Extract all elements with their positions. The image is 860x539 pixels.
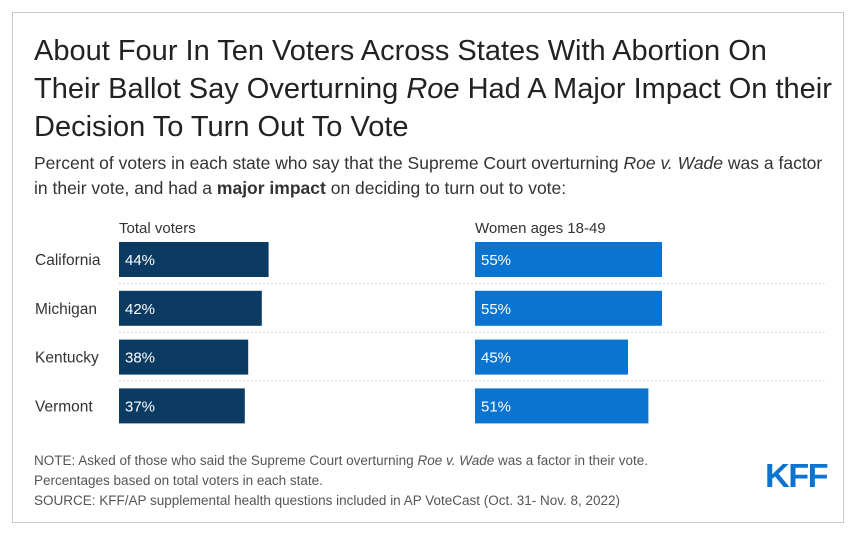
category-label-vermont: Vermont xyxy=(35,398,93,415)
data-label-women-18-49-california: 55% xyxy=(481,252,511,269)
data-label-total-voters-kentucky: 38% xyxy=(125,350,155,367)
note-line-2: Percentages based on total voters in eac… xyxy=(34,473,323,488)
bar-women-18-49-vermont xyxy=(475,388,649,424)
source-line: SOURCE: KFF/AP supplemental health quest… xyxy=(34,493,621,508)
data-label-total-voters-michigan: 42% xyxy=(125,301,155,318)
chart-title: About Four In Ten Voters Across States W… xyxy=(34,35,832,143)
bar-total-voters-kentucky xyxy=(119,339,249,375)
bar-women-18-49-california xyxy=(475,242,662,277)
bar-total-voters-michigan xyxy=(119,290,262,326)
bar-total-voters-vermont xyxy=(119,388,245,424)
category-label-california: California xyxy=(35,252,101,269)
data-label-women-18-49-kentucky: 45% xyxy=(481,350,511,367)
bar-women-18-49-kentucky xyxy=(475,339,628,375)
chart-notes: NOTE: Asked of those who said the Suprem… xyxy=(34,451,714,511)
bar-women-18-49-michigan xyxy=(475,290,662,326)
category-label-kentucky: Kentucky xyxy=(35,350,99,367)
series-header-women-18-49: Women ages 18-49 xyxy=(475,220,606,237)
data-label-women-18-49-vermont: 51% xyxy=(481,398,511,415)
note-line: NOTE: Asked of those who said the Suprem… xyxy=(34,453,649,468)
bar-chart: Total voters Women ages 18-49 California 44… xyxy=(35,220,826,424)
chart-subtitle: Percent of voters in each state who say … xyxy=(34,153,823,198)
kff-logo: KFF xyxy=(765,459,829,491)
bar-total-voters-california xyxy=(119,242,269,277)
kff-logo-text: KFF xyxy=(765,459,827,491)
chart-frame xyxy=(12,12,844,523)
data-label-total-voters-california: 44% xyxy=(125,252,155,269)
series-header-total-voters: Total voters xyxy=(119,220,196,237)
category-label-michigan: Michigan xyxy=(35,301,97,318)
data-label-total-voters-vermont: 37% xyxy=(125,398,155,415)
data-label-women-18-49-michigan: 55% xyxy=(481,301,511,318)
